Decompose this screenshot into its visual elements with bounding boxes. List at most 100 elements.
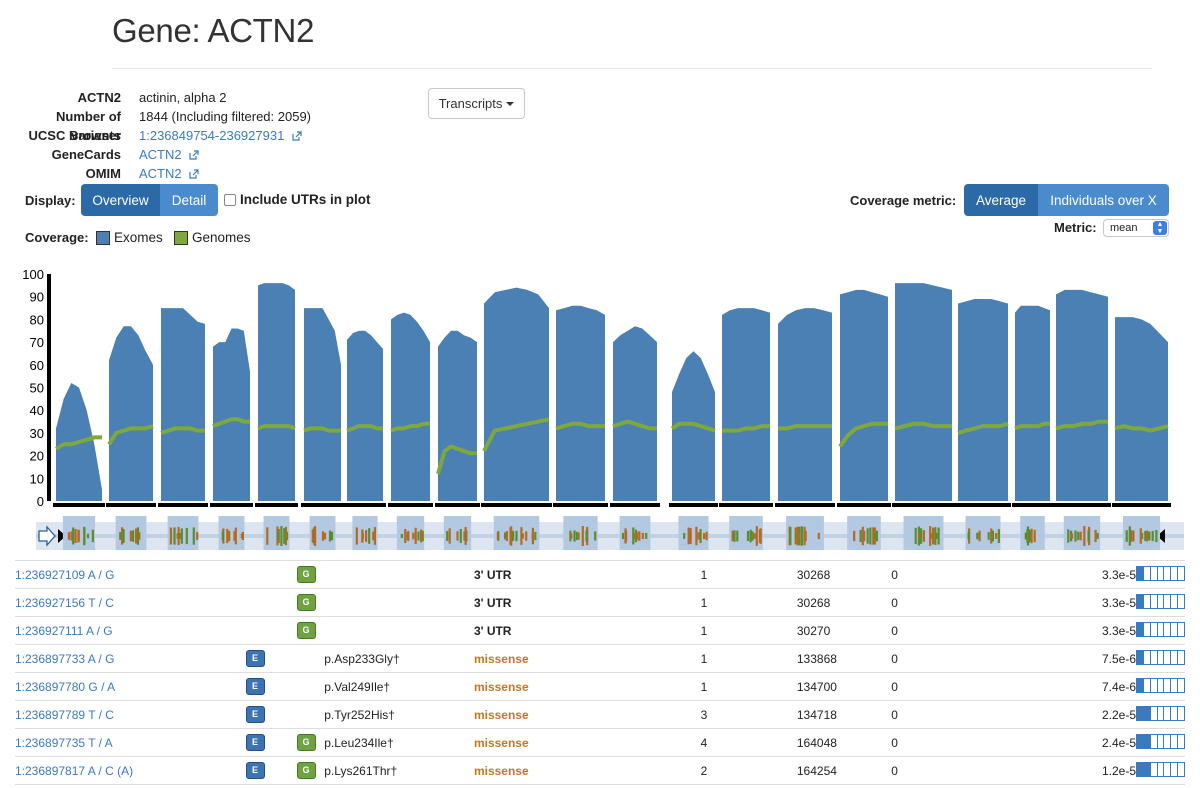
transcripts-dropdown-button[interactable]: Transcripts bbox=[428, 88, 525, 119]
variant-tick bbox=[280, 526, 283, 546]
exon-bar bbox=[435, 503, 480, 507]
genome-coverage-line bbox=[482, 417, 550, 453]
select-arrows-icon: ▲ ▼ bbox=[1153, 221, 1167, 235]
variant-tick bbox=[132, 530, 135, 542]
frequency-bar bbox=[1136, 734, 1185, 749]
include-utrs-checkbox[interactable] bbox=[224, 194, 236, 206]
allele-frequency: 1.2e-5 bbox=[1101, 756, 1136, 785]
variant-tick bbox=[918, 533, 921, 539]
variant-tick bbox=[421, 530, 424, 542]
variant-id-link[interactable]: 1:236927109 A / G bbox=[15, 567, 115, 582]
variant-tick bbox=[990, 528, 993, 544]
allele-count: 1 bbox=[700, 560, 797, 589]
legend-swatch-genomes bbox=[174, 231, 188, 245]
consequence-label: missense bbox=[473, 644, 701, 673]
variant-tick bbox=[987, 532, 990, 540]
variant-tick bbox=[234, 527, 237, 545]
variant-id-link[interactable]: 1:236897733 A / G bbox=[15, 651, 115, 666]
consequence-label: 3' UTR bbox=[473, 616, 701, 645]
variant-tick bbox=[178, 533, 182, 539]
homozygote-count: 0 bbox=[891, 560, 1102, 589]
variant-tick bbox=[136, 531, 139, 541]
metric-select-value: mean bbox=[1110, 222, 1138, 234]
page-title: Gene: ACTN2 bbox=[112, 12, 315, 49]
variant-tick bbox=[736, 530, 739, 542]
variant-tick bbox=[1030, 528, 1033, 544]
variant-tick bbox=[1155, 530, 1158, 543]
variant-id-link[interactable]: 1:236927111 A / G bbox=[15, 623, 113, 638]
variant-tick bbox=[797, 533, 801, 539]
variant-tick bbox=[185, 527, 188, 545]
metric-select[interactable]: mean ▲ ▼ bbox=[1103, 219, 1169, 237]
y-tick-label: 30 bbox=[30, 426, 44, 441]
metric-average-button[interactable]: Average bbox=[964, 184, 1038, 216]
variant-tick bbox=[138, 532, 141, 540]
variant-id-link[interactable]: 1:236897789 T / C bbox=[15, 707, 114, 722]
variant-tick bbox=[417, 531, 420, 541]
genome-coverage-line bbox=[436, 444, 477, 475]
genome-coverage-line bbox=[957, 421, 1009, 435]
variant-tick bbox=[119, 532, 122, 540]
exon-bar bbox=[106, 503, 156, 507]
exome-badge: E bbox=[245, 650, 265, 667]
variant-tick bbox=[459, 529, 462, 543]
include-utrs-label[interactable]: Include UTRs in plot bbox=[240, 192, 371, 207]
variant-tick bbox=[407, 531, 410, 541]
variant-tick bbox=[221, 531, 224, 541]
variant-tick bbox=[695, 526, 698, 546]
variant-tick bbox=[753, 533, 756, 539]
display-overview-button[interactable]: Overview bbox=[81, 184, 160, 216]
variant-tick bbox=[512, 531, 515, 541]
omim-link[interactable]: ACTN2 bbox=[139, 166, 182, 181]
variant-row[interactable]: 1:236927156 T / C G 3' UTR 1 30268 0 3.3e-5 bbox=[15, 588, 1185, 617]
genome-coverage-line bbox=[894, 421, 952, 431]
exome-coverage-area bbox=[258, 283, 295, 501]
variant-tick bbox=[173, 527, 176, 545]
variant-row[interactable]: 1:236927109 A / G G 3' UTR 1 30268 0 3.3e-5 bbox=[15, 560, 1185, 589]
variant-tick bbox=[509, 527, 512, 545]
variant-tick bbox=[67, 532, 70, 540]
variant-tick bbox=[266, 527, 269, 545]
hgvs-consequence: p.Val249Ile† bbox=[324, 672, 474, 701]
variant-id-link[interactable]: 1:236897780 G / A bbox=[15, 679, 116, 694]
variant-tick bbox=[699, 529, 702, 543]
variant-id-link[interactable]: 1:236897817 A / C (A) bbox=[15, 763, 134, 778]
genome-badge: G bbox=[296, 762, 316, 779]
variant-tick bbox=[321, 531, 325, 541]
exome-coverage-area bbox=[484, 287, 549, 501]
genecards-link[interactable]: ACTN2 bbox=[139, 147, 182, 162]
variant-id-link[interactable]: 1:236927156 T / C bbox=[15, 595, 114, 610]
homozygote-count: 0 bbox=[891, 672, 1102, 701]
external-link-icon[interactable] bbox=[292, 131, 302, 141]
variant-count-label: Number of variants bbox=[56, 109, 121, 143]
ucsc-browser-link[interactable]: 1:236849754-236927931 bbox=[139, 128, 285, 143]
frequency-bar bbox=[1136, 566, 1185, 581]
consequence-label: 3' UTR bbox=[473, 560, 701, 589]
variant-row[interactable]: 1:236927111 A / G G 3' UTR 1 30270 0 3.3e-5 bbox=[15, 616, 1185, 645]
variant-tick bbox=[872, 527, 875, 545]
allele-frequency: 3.3e-5 bbox=[1101, 560, 1136, 589]
allele-number: 164254 bbox=[796, 756, 892, 785]
homozygote-count: 0 bbox=[891, 616, 1102, 645]
variant-tick bbox=[1128, 526, 1131, 546]
allele-frequency: 7.5e-6 bbox=[1101, 644, 1136, 673]
start-marker-icon bbox=[58, 529, 66, 543]
genome-coverage-line bbox=[54, 435, 102, 451]
variant-tick bbox=[355, 527, 358, 545]
hgvs-consequence bbox=[324, 616, 474, 645]
display-detail-button[interactable]: Detail bbox=[160, 184, 218, 216]
allele-count: 1 bbox=[700, 588, 797, 617]
external-link-icon[interactable] bbox=[189, 169, 199, 179]
variant-id-link[interactable]: 1:236897735 T / A bbox=[15, 735, 113, 750]
external-link-icon[interactable] bbox=[189, 150, 199, 160]
variant-tick bbox=[873, 533, 876, 539]
y-tick-label: 50 bbox=[30, 381, 44, 396]
variant-tick bbox=[361, 529, 364, 543]
metric-individuals-over-x-button[interactable]: Individuals over X bbox=[1038, 184, 1169, 216]
variant-tick bbox=[1144, 531, 1147, 541]
